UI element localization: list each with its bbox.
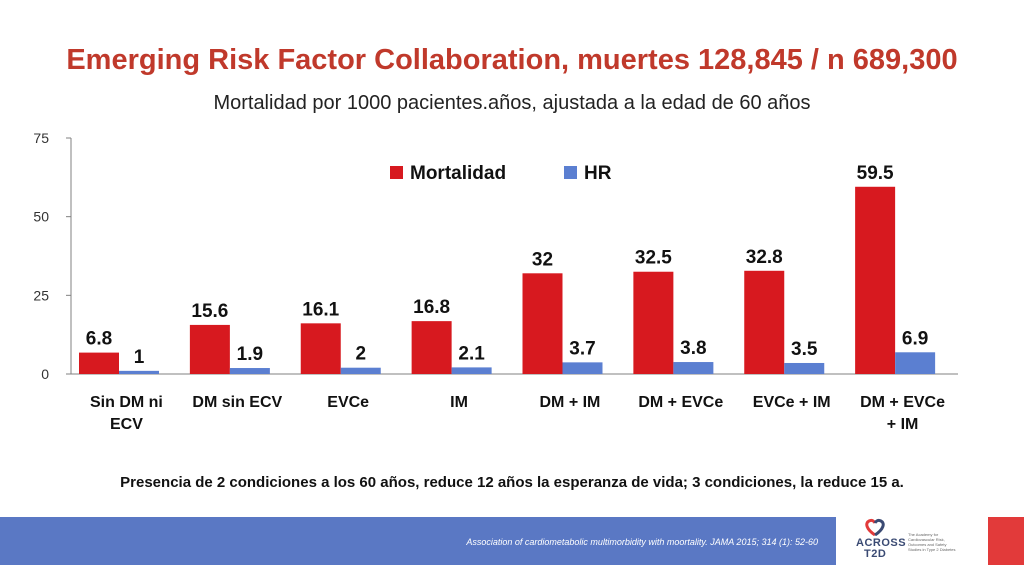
legend-swatch-hr — [564, 166, 577, 179]
legend-label-hr: HR — [584, 163, 612, 184]
data-label: 1 — [134, 347, 145, 368]
data-label: 1.9 — [237, 344, 263, 365]
footer-band: Association of cardiometabolic multimorb… — [0, 517, 836, 565]
chart-subtitle: Mortalidad por 1000 pacientes.años, ajus… — [213, 92, 811, 114]
x-tick-label: + IM — [887, 416, 919, 433]
x-tick-label: DM + IM — [539, 394, 600, 411]
across-t2d-logo: ACROSS T2D The Academy for Cardiovascula… — [856, 516, 956, 568]
logo-wordmark-line2: T2D — [864, 548, 887, 560]
x-tick-label: ECV — [110, 416, 143, 433]
citation-text: Association of cardiometabolic multimorb… — [466, 537, 818, 547]
data-label: 6.8 — [86, 329, 112, 350]
data-label: 16.1 — [302, 299, 339, 320]
x-tick-label: IM — [450, 394, 468, 411]
data-label: 32.5 — [635, 248, 672, 269]
legend-label-mortalidad: Mortalidad — [410, 163, 506, 184]
x-tick-label: DM + EVCe — [860, 394, 945, 411]
bar-mortalidad — [300, 323, 341, 374]
bar-mortalidad — [411, 321, 452, 374]
bar-mortalidad — [744, 270, 785, 374]
heart-ribbon-icon — [865, 518, 885, 536]
data-label: 59.5 — [857, 163, 894, 184]
y-tick-label: 25 — [33, 287, 49, 303]
data-label: 3.7 — [569, 338, 595, 359]
data-label: 15.6 — [191, 301, 228, 322]
bar-mortalidad — [79, 352, 119, 374]
data-label: 2 — [355, 344, 366, 365]
footnote-text: Presencia de 2 condiciones a los 60 años… — [120, 474, 904, 491]
bar-hr — [119, 370, 159, 374]
bar-hr — [451, 367, 492, 374]
slide-title: Emerging Risk Factor Collaboration, muer… — [66, 44, 958, 76]
x-tick-label: DM sin ECV — [192, 394, 282, 411]
y-tick-label: 50 — [33, 209, 49, 225]
x-tick-label: DM + EVCe — [638, 394, 723, 411]
data-label: 16.8 — [413, 297, 450, 318]
bar-hr — [562, 362, 603, 374]
data-label: 3.5 — [791, 339, 818, 360]
x-tick-label: EVCe + IM — [753, 394, 831, 411]
bar-mortalidad — [633, 271, 674, 374]
data-label: 3.8 — [680, 338, 706, 359]
bar-mortalidad — [855, 186, 896, 374]
y-tick-label: 75 — [33, 130, 49, 146]
bar-mortalidad — [189, 324, 230, 374]
bar-hr — [784, 362, 825, 374]
accent-square — [988, 517, 1024, 565]
bar-hr — [895, 352, 936, 374]
x-tick-label: EVCe — [327, 394, 369, 411]
bar-chart: 0 25 50 75 Sin DM ni ECV 6.8 1 DM sin ECV 15.6 1.9… — [33, 130, 958, 433]
bar-hr — [340, 367, 381, 374]
bar-hr — [673, 362, 714, 374]
bar-hr — [229, 368, 270, 374]
legend-swatch-mortalidad — [390, 166, 403, 179]
x-tick-label: Sin DM ni — [90, 394, 163, 411]
logo-tagline: The Academy for Cardiovascular Risk, Out… — [908, 532, 956, 552]
logo-wordmark-line1: ACROSS — [856, 537, 907, 549]
data-label: 2.1 — [458, 343, 485, 364]
logo-wordmark: ACROSS T2D — [856, 538, 906, 560]
y-tick-label: 0 — [41, 366, 49, 382]
bar-mortalidad — [522, 273, 563, 374]
data-label: 32 — [532, 249, 553, 270]
data-label: 6.9 — [902, 328, 928, 349]
data-label: 32.8 — [746, 247, 783, 268]
